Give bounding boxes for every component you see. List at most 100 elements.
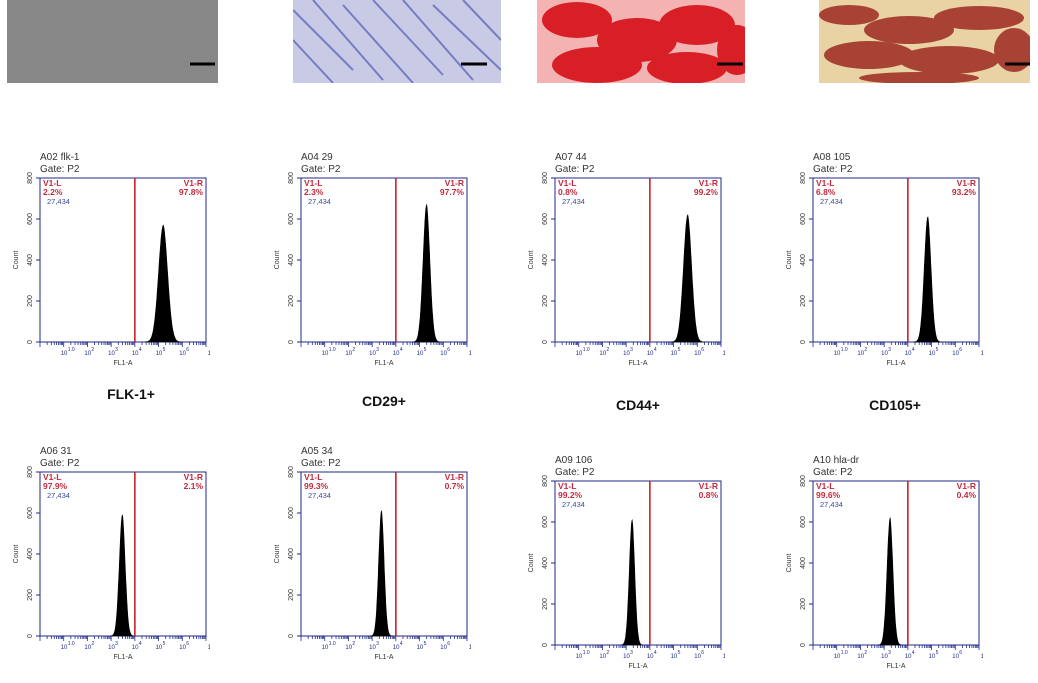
x-tick-exponent: 4 <box>912 650 915 656</box>
x-tick-exponent: 4 <box>139 347 142 353</box>
gate-label: Gate: P2 <box>301 458 341 469</box>
x-tick-exponent: 5 <box>678 650 681 656</box>
y-tick-label: 800 <box>800 475 807 487</box>
y-tick-label: 200 <box>542 295 549 307</box>
x-tick-label: 10 <box>834 351 841 357</box>
y-tick-label: 400 <box>27 254 34 266</box>
gate-label: Gate: P2 <box>40 164 80 175</box>
histogram-peak <box>877 516 903 646</box>
x-tick-exponent: 1.0 <box>329 641 336 647</box>
x-tick-exponent: 1.0 <box>841 650 848 656</box>
histogram-peak <box>913 216 943 343</box>
y-tick-label: 200 <box>27 589 34 601</box>
right-gate-percent: 0.7% <box>445 481 465 491</box>
y-tick-label: 200 <box>542 598 549 610</box>
photo-image <box>537 0 745 83</box>
right-gate-label: V1-R <box>699 481 718 491</box>
gate-label: Gate: P2 <box>813 164 853 175</box>
x-tick-exponent: 2 <box>91 347 94 353</box>
left-gate-events: 27,434 <box>562 197 585 206</box>
y-tick-label: 800 <box>288 466 295 478</box>
x-axis-label: FL1-A <box>886 663 905 670</box>
x-tick-label: 10 <box>156 351 163 357</box>
right-gate-label: V1-R <box>445 178 464 188</box>
x-tick-label: 10 <box>417 351 424 357</box>
left-gate-percent: 99.3% <box>304 481 329 491</box>
left-gate-events: 27,434 <box>562 500 585 509</box>
x-tick-exponent: 2 <box>352 347 355 353</box>
left-gate-label: V1-L <box>816 178 834 188</box>
x-tick-label: 10 <box>469 645 471 651</box>
left-gate-percent: 99.2% <box>558 490 583 500</box>
x-axis-label: FL1-A <box>628 663 647 670</box>
x-tick-label: 10 <box>208 351 210 357</box>
y-tick-label: 0 <box>288 340 295 344</box>
left-gate-events: 27,434 <box>308 197 331 206</box>
x-tick-exponent: 3 <box>630 650 633 656</box>
left-gate-label: V1-L <box>558 178 576 188</box>
x-tick-label: 10 <box>208 645 210 651</box>
x-tick-label: 10 <box>723 351 725 357</box>
x-tick-label: 10 <box>694 351 701 357</box>
x-tick-exponent: 1.0 <box>841 347 848 353</box>
flow-panel-a09: A09 106 Gate: P2 0 200 400 600 800 Count 10 1.0 10… <box>525 453 737 683</box>
right-gate-label: V1-R <box>957 178 976 188</box>
x-tick-label: 10 <box>671 351 678 357</box>
x-tick-exponent: 6 <box>959 650 962 656</box>
left-gate-percent: 99.6% <box>816 490 841 500</box>
photo-adipogenic <box>537 0 745 83</box>
y-tick-label: 400 <box>800 254 807 266</box>
left-gate-label: V1-L <box>304 472 322 482</box>
x-tick-exponent: 3 <box>115 641 118 647</box>
y-tick-label: 0 <box>542 643 549 647</box>
flow-panel-a02: A02 flk-1 Gate: P2 0 200 400 600 800 Count 10 1.0… <box>10 150 222 380</box>
y-axis-label: Count <box>13 545 20 564</box>
y-tick-label: 200 <box>288 589 295 601</box>
x-tick-exponent: 5 <box>163 641 166 647</box>
x-tick-label: 10 <box>647 351 654 357</box>
x-tick-exponent: 2 <box>91 641 94 647</box>
gate-label: Gate: P2 <box>301 164 341 175</box>
x-tick-label: 10 <box>440 351 447 357</box>
x-tick-exponent: 5 <box>424 347 427 353</box>
left-gate-label: V1-L <box>816 481 834 491</box>
left-gate-events: 27,434 <box>308 491 331 500</box>
y-tick-label: 0 <box>288 634 295 638</box>
x-tick-exponent: 4 <box>654 347 657 353</box>
x-tick-label: 10 <box>929 351 936 357</box>
x-tick-exponent: 2 <box>864 650 867 656</box>
right-gate-percent: 97.7% <box>440 187 465 197</box>
x-tick-exponent: 6 <box>959 347 962 353</box>
y-tick-label: 600 <box>542 516 549 528</box>
flow-panel-a08: A08 105 Gate: P2 0 200 400 600 800 Count 10 1.0 10… <box>783 150 995 380</box>
sample-header: A06 31 <box>40 446 72 457</box>
right-gate-label: V1-R <box>184 178 203 188</box>
x-tick-exponent: 5 <box>936 347 939 353</box>
y-axis-label: Count <box>274 251 281 270</box>
y-tick-label: 400 <box>542 254 549 266</box>
y-axis-label: Count <box>786 251 793 270</box>
gate-label: Gate: P2 <box>40 458 80 469</box>
right-gate-percent: 0.4% <box>957 490 977 500</box>
y-tick-label: 400 <box>800 557 807 569</box>
x-tick-exponent: 6 <box>186 641 189 647</box>
x-tick-exponent: 1.0 <box>583 650 590 656</box>
x-tick-label: 10 <box>599 351 606 357</box>
y-tick-label: 800 <box>542 172 549 184</box>
x-tick-exponent: 1.0 <box>583 347 590 353</box>
x-tick-exponent: 4 <box>400 641 403 647</box>
x-tick-exponent: 3 <box>888 650 891 656</box>
right-gate-percent: 97.8% <box>179 187 204 197</box>
histogram-peak <box>620 518 644 646</box>
x-axis-label: FL1-A <box>628 360 647 367</box>
y-tick-label: 0 <box>27 634 34 638</box>
gate-label: Gate: P2 <box>555 164 595 175</box>
x-tick-label: 10 <box>322 351 329 357</box>
x-tick-label: 10 <box>469 351 471 357</box>
x-axis-label: FL1-A <box>113 654 132 661</box>
x-tick-exponent: 4 <box>139 641 142 647</box>
